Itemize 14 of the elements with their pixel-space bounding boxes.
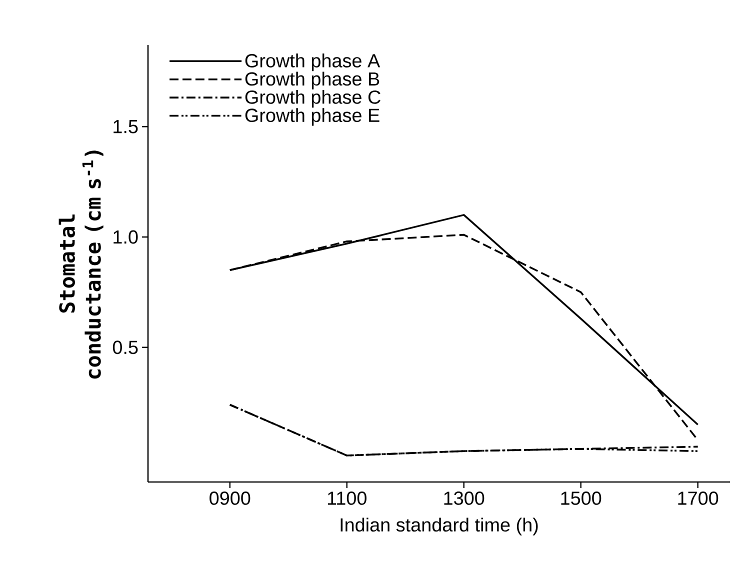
x-tick-label: 1500 [561, 491, 602, 505]
legend-label: Growth phase A [245, 54, 380, 72]
y-tick-label: 1.0 [114, 230, 138, 244]
legend-label: Growth phase B [245, 72, 380, 90]
x-axis-title: Indian standard time (h) [340, 518, 538, 536]
legend-label: Growth phase C [245, 90, 380, 108]
y-tick-label: 1.5 [114, 120, 138, 134]
x-tick-label: 1100 [328, 491, 366, 505]
legend-label: Growth phase E [245, 108, 380, 126]
x-tick-label: 1300 [444, 491, 484, 505]
x-tick-label: 0900 [210, 491, 250, 505]
y-tick-label: 0.5 [112, 340, 138, 354]
y-axis-title: Stomatal conductance (cm s$^{-1}$) [58, 150, 104, 379]
x-tick-label: 1700 [678, 491, 718, 505]
